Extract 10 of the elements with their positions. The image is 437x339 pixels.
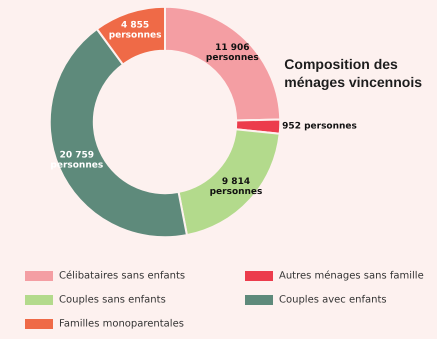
legend-label: Couples avec enfants: [279, 294, 387, 306]
legend-label: Familles monoparentales: [59, 318, 184, 330]
data-label: 952 personnes: [282, 122, 357, 132]
data-label: 4 855 personnes: [108, 20, 162, 41]
legend-label: Couples sans enfants: [59, 294, 166, 306]
data-label: 11 906 personnes: [206, 43, 259, 64]
text: Composition des ménages vincennois: [284, 56, 422, 90]
data-label: 9 814 personnes: [210, 176, 262, 197]
legend-label: Autres ménages sans famille: [279, 270, 424, 282]
legend-label: Célibataires sans enfants: [59, 270, 186, 282]
